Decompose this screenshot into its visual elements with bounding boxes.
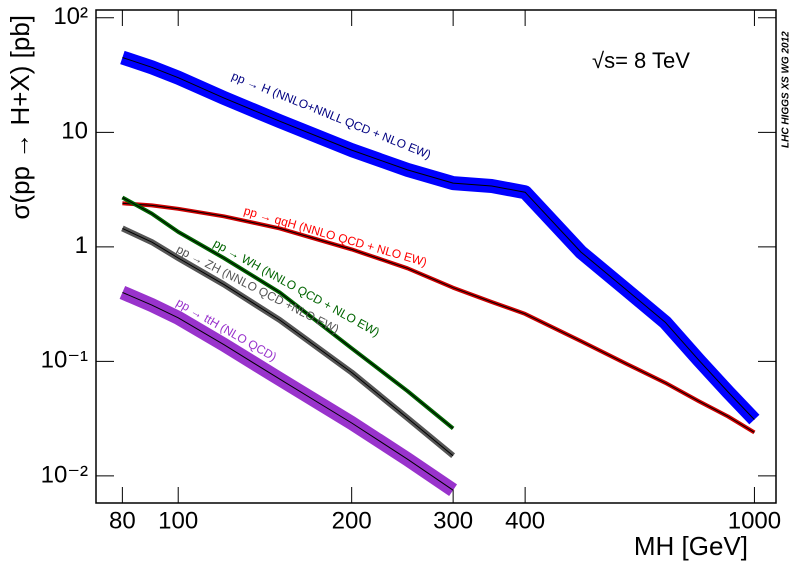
series-label: pp → qqH (NNLO QCD + NLO EW) bbox=[242, 203, 428, 269]
series-line bbox=[122, 57, 755, 420]
y-tick-label: 10 bbox=[61, 118, 88, 145]
series-line bbox=[122, 202, 755, 433]
x-tick-label: 400 bbox=[505, 507, 545, 534]
series-line bbox=[122, 291, 454, 491]
x-tick-label: 80 bbox=[109, 507, 136, 534]
x-tick-label: 100 bbox=[158, 507, 198, 534]
x-tick-label: 200 bbox=[332, 507, 372, 534]
x-axis-label: MH [GeV] bbox=[634, 531, 748, 561]
y-axis-label: σ(pp → H+X) [pb] bbox=[5, 15, 35, 220]
series-line bbox=[122, 197, 454, 429]
annotation: √s= 8 TeV bbox=[592, 48, 690, 73]
y-tick-label: 1 bbox=[75, 232, 88, 259]
y-tick-label: 10⁻² bbox=[41, 461, 88, 488]
x-tick-label: 300 bbox=[433, 507, 473, 534]
plot-frame bbox=[95, 9, 777, 504]
series-line bbox=[122, 227, 454, 457]
watermark: LHC HIGGS XS WG 2012 bbox=[781, 31, 792, 148]
y-tick-label: 10⁻¹ bbox=[41, 347, 88, 374]
x-tick-label: 1000 bbox=[728, 507, 781, 534]
y-tick-label: 10² bbox=[53, 3, 88, 30]
uncertainty-band bbox=[119, 285, 458, 496]
